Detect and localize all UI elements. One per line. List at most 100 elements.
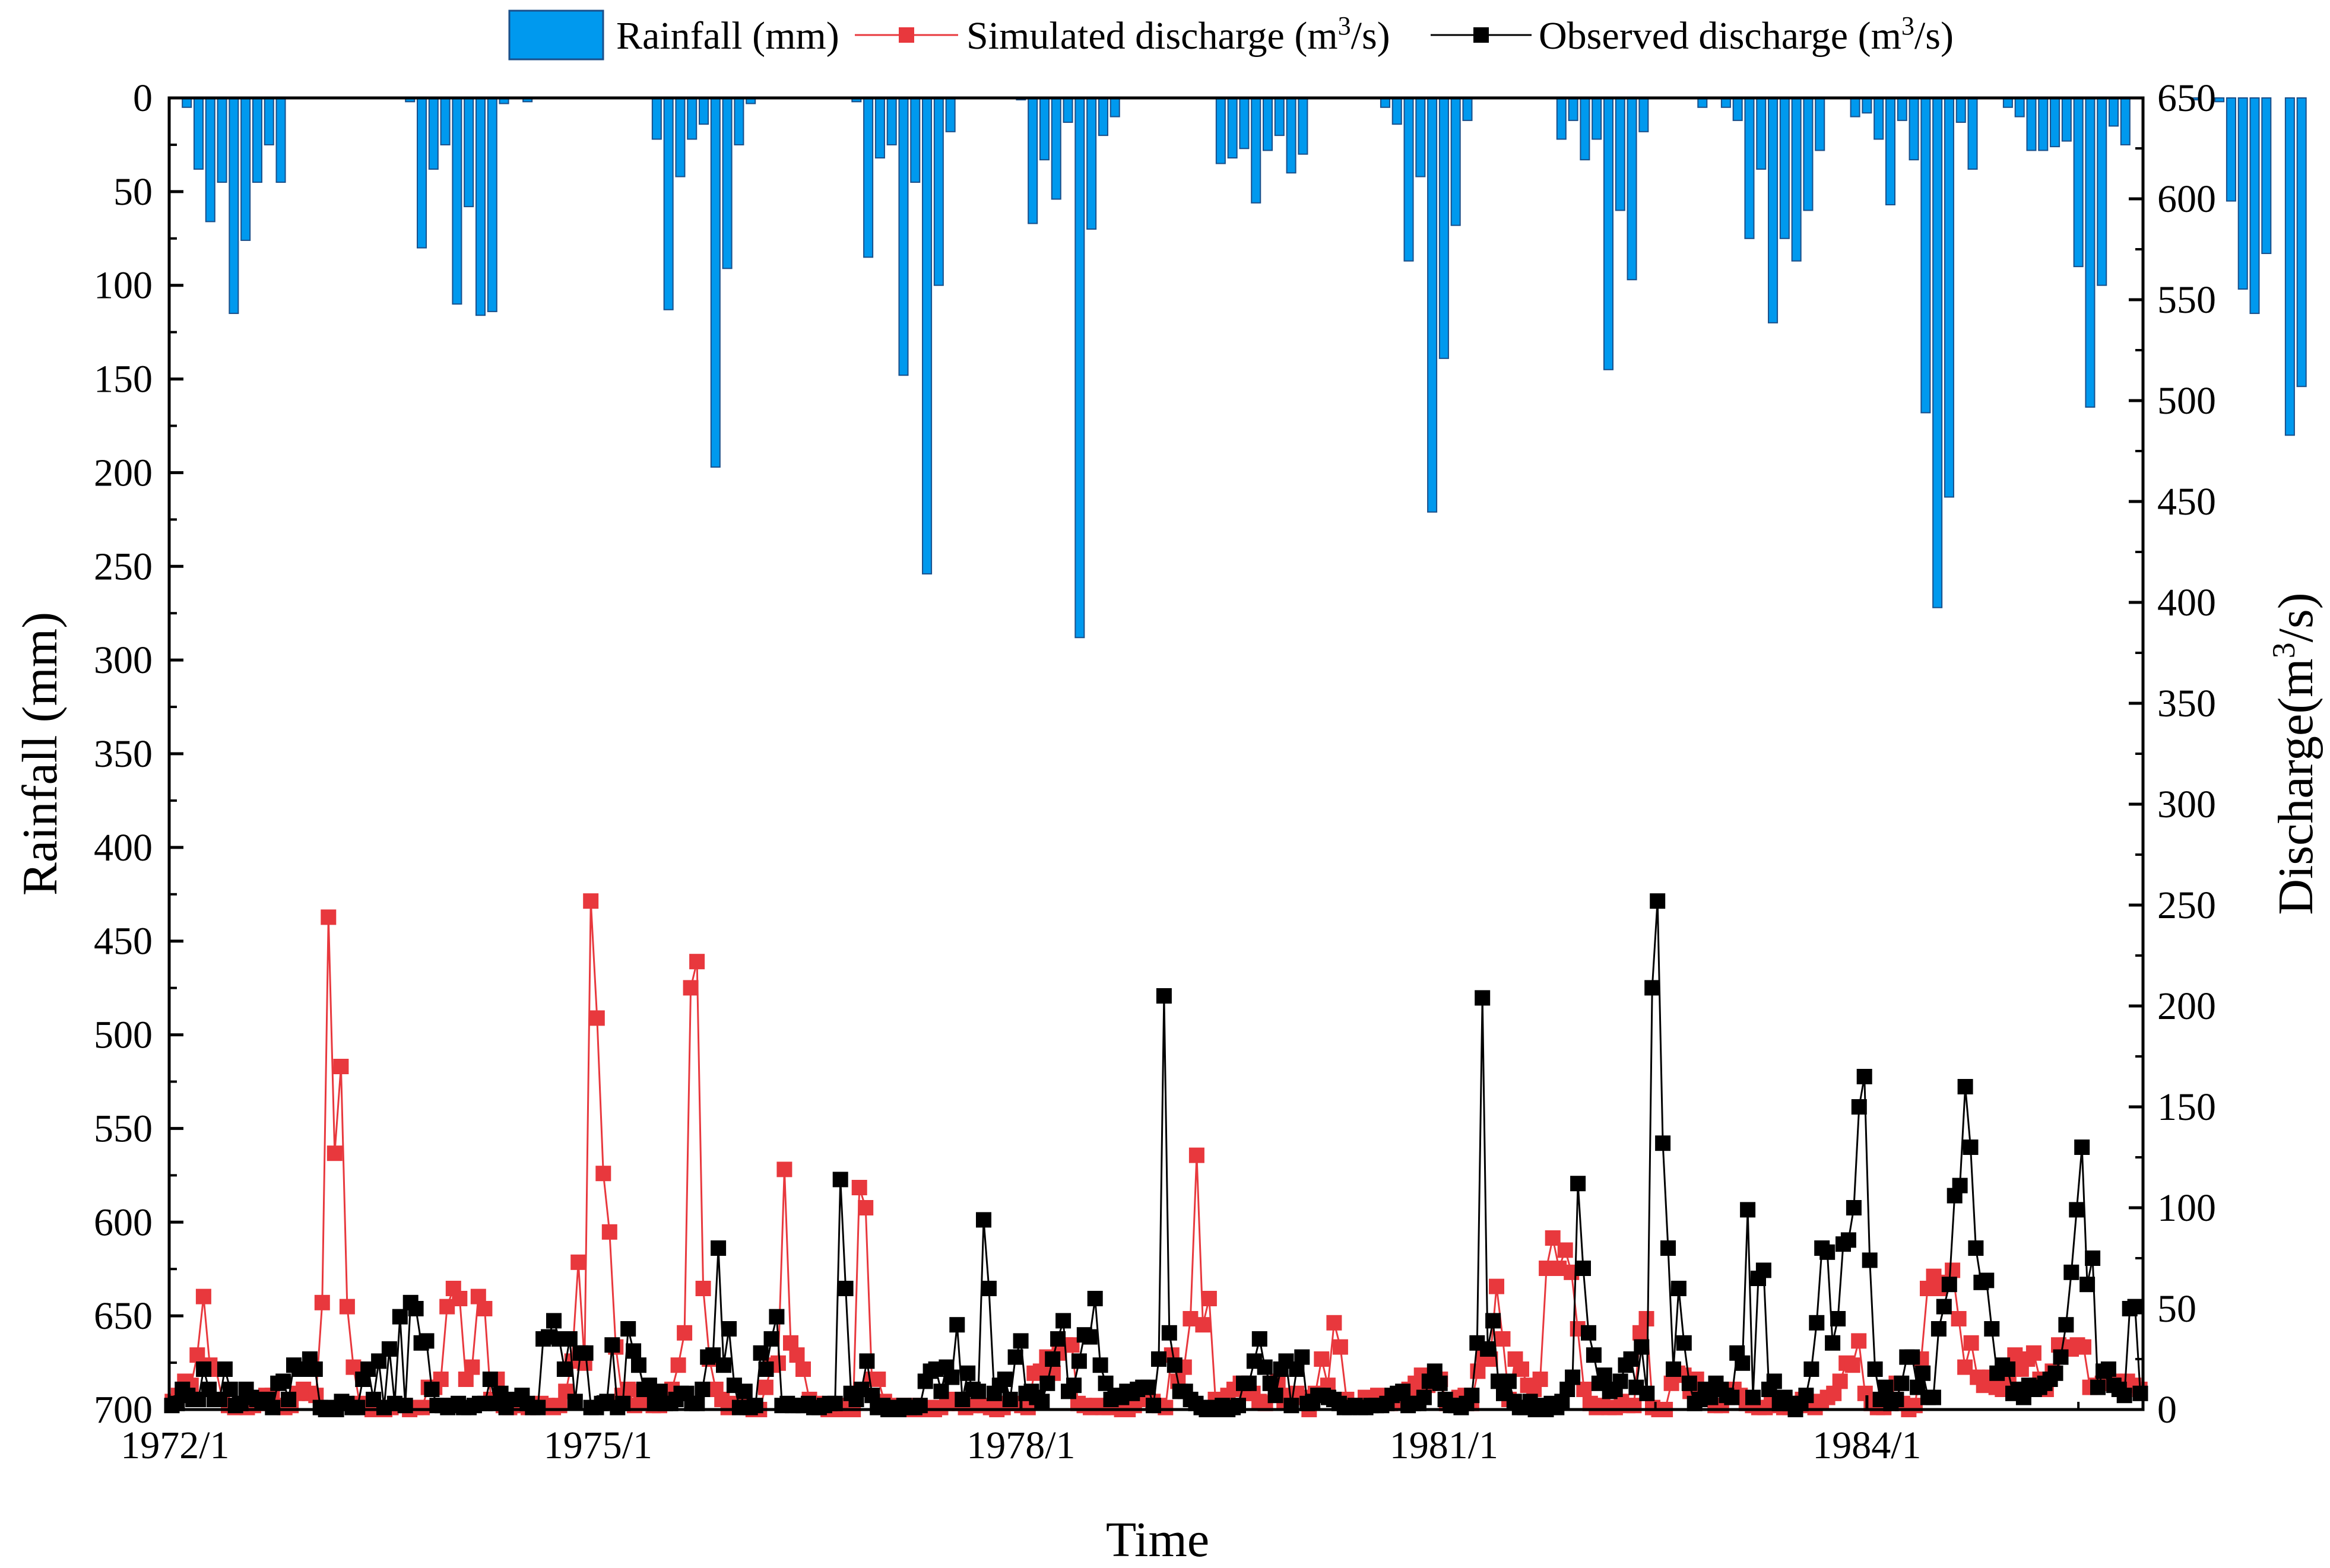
- observed-marker: [838, 1281, 854, 1296]
- x-axis-tick-label: 1984/1: [1812, 1424, 1921, 1467]
- simulated-marker: [1951, 1311, 1967, 1326]
- observed-marker: [1819, 1244, 1836, 1260]
- rainfall-bar: [2214, 97, 2225, 103]
- rainfall-bar: [252, 97, 262, 183]
- observed-marker: [350, 1399, 366, 1415]
- observed-marker: [1575, 1261, 1591, 1276]
- observed-marker: [1660, 1240, 1676, 1256]
- observed-marker: [424, 1382, 440, 1397]
- left-axis-tick-label: 550: [94, 1107, 153, 1150]
- observed-marker: [1745, 1389, 1761, 1405]
- observed-marker: [1013, 1333, 1029, 1349]
- rainfall-bar: [1638, 97, 1649, 132]
- rainfall-bar: [1615, 97, 1625, 211]
- left-axis-tick-label: 500: [94, 1014, 153, 1057]
- simulated-marker: [1832, 1373, 1848, 1389]
- observed-marker: [556, 1361, 572, 1377]
- observed-marker: [737, 1383, 753, 1399]
- rainfall-bar: [2026, 97, 2037, 151]
- rainfall-bar: [2061, 97, 2072, 142]
- left-axis-tick-label: 300: [94, 639, 153, 682]
- observed-marker: [2063, 1264, 2079, 1280]
- rainfall-bar: [1967, 97, 1978, 170]
- simulated-marker: [1963, 1335, 1979, 1351]
- rainfall-bars: [182, 97, 2307, 639]
- rainfall-bar: [1274, 97, 1285, 137]
- observed-marker: [1639, 1385, 1655, 1401]
- right-axis-tick-label: 0: [2157, 1388, 2177, 1431]
- rainfall-bar: [922, 97, 933, 574]
- observed-marker: [1161, 1325, 1177, 1341]
- legend-rainfall-label: Rainfall (mm): [616, 14, 839, 58]
- simulated-marker: [583, 893, 599, 909]
- legend-simulated-label: Simulated discharge (m3/s): [966, 11, 1390, 58]
- rainfall-bar: [1098, 97, 1108, 137]
- observed-marker: [1432, 1375, 1448, 1391]
- rainfall-bar: [1063, 97, 1073, 123]
- right-axis-tick-label: 300: [2157, 783, 2216, 826]
- simulated-marker: [870, 1372, 886, 1387]
- observed-marker: [196, 1361, 212, 1377]
- rainfall-bar: [1932, 97, 1943, 608]
- observed-marker: [1740, 1202, 1756, 1218]
- observed-marker: [2127, 1299, 2143, 1315]
- observed-marker: [2053, 1349, 2069, 1365]
- observed-marker: [763, 1331, 779, 1347]
- observed-marker: [482, 1372, 498, 1387]
- rainfall-bar: [1450, 97, 1461, 226]
- observed-marker: [620, 1321, 636, 1337]
- rainfall-bar: [1391, 97, 1402, 125]
- rainfall-bar: [217, 97, 227, 183]
- rainfall-bar: [2190, 97, 2201, 101]
- observed-marker: [2069, 1202, 2085, 1218]
- observed-marker: [1501, 1373, 1517, 1389]
- simulated-marker: [570, 1254, 587, 1270]
- observed-marker: [976, 1212, 991, 1228]
- observed-marker: [567, 1394, 583, 1410]
- observed-marker: [2090, 1379, 2106, 1395]
- rainfall-bar: [1086, 97, 1097, 230]
- simulated-marker: [683, 980, 699, 996]
- left-axis-tick-label: 400: [94, 826, 153, 869]
- observed-marker: [1941, 1277, 1957, 1293]
- observed-marker: [217, 1361, 233, 1377]
- rainfall-bar: [1955, 97, 1966, 123]
- rainfall-bar: [487, 97, 497, 312]
- observed-marker: [546, 1313, 562, 1329]
- observed-marker: [721, 1321, 737, 1337]
- rainfall-bar: [1415, 97, 1426, 177]
- left-axis-tick-label: 100: [94, 264, 153, 307]
- simulated-series: [164, 893, 2148, 1417]
- rainfall-bar: [1215, 97, 1226, 164]
- observed-marker: [1803, 1361, 1819, 1377]
- simulated-marker: [1489, 1278, 1504, 1294]
- rainfall-bar: [933, 97, 944, 286]
- observed-marker: [1082, 1329, 1098, 1345]
- observed-marker: [1809, 1315, 1825, 1331]
- simulated-marker: [314, 1294, 330, 1310]
- observed-marker: [2085, 1250, 2101, 1266]
- observed-marker: [1066, 1377, 1082, 1394]
- observed-marker: [1915, 1365, 1931, 1381]
- observed-marker: [392, 1309, 408, 1325]
- rainfall-bar: [1568, 97, 1578, 121]
- rainfall-bar: [722, 97, 733, 269]
- rainfall-bar: [1897, 97, 1907, 121]
- rainfall-bar: [1592, 97, 1602, 140]
- rainfall-bar: [1862, 97, 1872, 114]
- observed-marker: [1830, 1311, 1846, 1326]
- observed-marker: [1612, 1373, 1628, 1389]
- rainfall-bar: [1028, 97, 1038, 224]
- observed-marker: [981, 1281, 997, 1296]
- observed-marker: [2079, 1277, 2096, 1293]
- right-axis-tick-label: 550: [2157, 278, 2216, 322]
- observed-marker: [711, 1240, 727, 1256]
- legend-observed-label: Observed discharge (m3/s): [1539, 11, 1954, 58]
- observed-marker: [604, 1337, 620, 1353]
- observed-marker: [1846, 1200, 1862, 1215]
- x-axis-tick-label: 1972/1: [121, 1424, 229, 1467]
- simulated-marker: [1638, 1311, 1654, 1326]
- y-left-axis-title: Rainfall (mm): [12, 612, 68, 896]
- left-axis-tick-label: 350: [94, 732, 153, 776]
- observed-marker: [1979, 1272, 1995, 1288]
